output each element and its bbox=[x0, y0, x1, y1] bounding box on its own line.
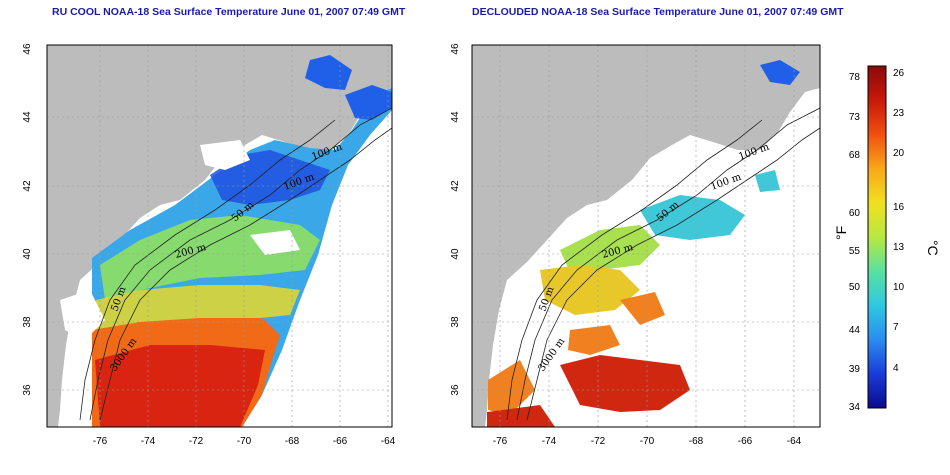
grid-lines bbox=[47, 45, 392, 427]
colorbar-f-tick: 39 bbox=[849, 364, 861, 375]
sst-yellow-patches bbox=[540, 265, 640, 315]
colorbar-c-tick: 16 bbox=[893, 202, 905, 213]
panel-left-frame bbox=[46, 44, 393, 428]
colorbar: 78 73 68 60 55 50 44 39 34 26 23 20 16 1… bbox=[833, 65, 941, 413]
sst-hot-region bbox=[95, 345, 265, 427]
panel-right-map bbox=[472, 45, 820, 427]
panel-left-title: RU COOL NOAA-18 Sea Surface Temperature … bbox=[52, 6, 406, 18]
x-tick-label: -76 bbox=[93, 436, 108, 447]
bathymetry-contours bbox=[79, 107, 392, 421]
y-tick-label: 42 bbox=[450, 180, 461, 192]
y-tick-label: 38 bbox=[22, 316, 33, 328]
sst-red-patches bbox=[487, 355, 690, 427]
y-tick-label: 46 bbox=[22, 43, 33, 55]
panel-left-x-ticks: -76 -74 -72 -70 -68 -66 -64 bbox=[93, 436, 396, 447]
y-tick-label: 44 bbox=[22, 111, 33, 123]
x-tick-label: -64 bbox=[787, 436, 802, 447]
y-tick-label: 38 bbox=[450, 316, 461, 328]
colorbar-c-tick: 26 bbox=[893, 68, 905, 79]
panel-left-y-ticks: 36 38 40 42 44 46 bbox=[22, 43, 33, 396]
x-tick-label: -74 bbox=[542, 436, 557, 447]
sst-green-patches bbox=[560, 225, 660, 272]
colorbar-f-tick: 73 bbox=[849, 112, 861, 123]
colorbar-c-tick: 4 bbox=[893, 363, 899, 374]
panel-right-y-ticks: 36 38 40 42 44 46 bbox=[450, 43, 461, 396]
y-tick-label: 36 bbox=[22, 384, 33, 396]
panel-left-map bbox=[47, 45, 392, 427]
colorbar-c-tick: 10 bbox=[893, 282, 905, 293]
x-tick-label: -70 bbox=[237, 436, 252, 447]
x-tick-label: -66 bbox=[333, 436, 348, 447]
panel-right-frame bbox=[471, 44, 821, 428]
cloud-gap bbox=[60, 140, 300, 340]
y-tick-label: 46 bbox=[450, 43, 461, 55]
grid-lines bbox=[472, 45, 820, 427]
colorbar-f-tick: 34 bbox=[849, 402, 861, 413]
y-tick-label: 40 bbox=[450, 248, 461, 260]
colorbar-f-tick: 55 bbox=[849, 246, 861, 257]
colorbar-f-tick: 50 bbox=[849, 282, 861, 293]
colorbar-f-tick: 60 bbox=[849, 208, 861, 219]
sst-cyan-patches bbox=[640, 170, 780, 240]
y-tick-label: 36 bbox=[450, 384, 461, 396]
x-tick-label: -64 bbox=[381, 436, 396, 447]
colorbar-c-tick: 13 bbox=[893, 242, 905, 253]
colorbar-f-tick: 68 bbox=[849, 150, 861, 161]
sst-blue-north bbox=[305, 55, 392, 120]
colorbar-gradient bbox=[867, 65, 887, 409]
panel-right-x-ticks: -76 -74 -72 -70 -68 -66 -64 bbox=[493, 436, 802, 447]
land-mass bbox=[472, 45, 820, 427]
x-tick-label: -66 bbox=[738, 436, 753, 447]
colorbar-c-tick: 20 bbox=[893, 148, 905, 159]
x-tick-label: -72 bbox=[591, 436, 606, 447]
x-tick-label: -68 bbox=[689, 436, 704, 447]
x-tick-label: -72 bbox=[189, 436, 204, 447]
sst-blue-north bbox=[760, 60, 800, 85]
y-tick-label: 42 bbox=[22, 180, 33, 192]
land-mass bbox=[47, 45, 392, 427]
x-tick-label: -76 bbox=[493, 436, 508, 447]
colorbar-f-tick: 44 bbox=[849, 325, 861, 336]
x-tick-label: -70 bbox=[640, 436, 655, 447]
panel-right-title: DECLOUDED NOAA-18 Sea Surface Temperatur… bbox=[472, 6, 844, 18]
bathymetry-contours bbox=[506, 107, 820, 421]
x-tick-label: -74 bbox=[141, 436, 156, 447]
y-tick-label: 40 bbox=[22, 248, 33, 260]
sst-orange-patches bbox=[488, 292, 665, 415]
colorbar-c-label: °C bbox=[925, 240, 941, 256]
colorbar-f-tick: 78 bbox=[849, 72, 861, 83]
y-tick-label: 44 bbox=[450, 111, 461, 123]
colorbar-f-label: °F bbox=[833, 226, 849, 240]
colorbar-c-tick: 23 bbox=[893, 108, 905, 119]
colorbar-c-tick: 7 bbox=[893, 322, 899, 333]
x-tick-label: -68 bbox=[285, 436, 300, 447]
